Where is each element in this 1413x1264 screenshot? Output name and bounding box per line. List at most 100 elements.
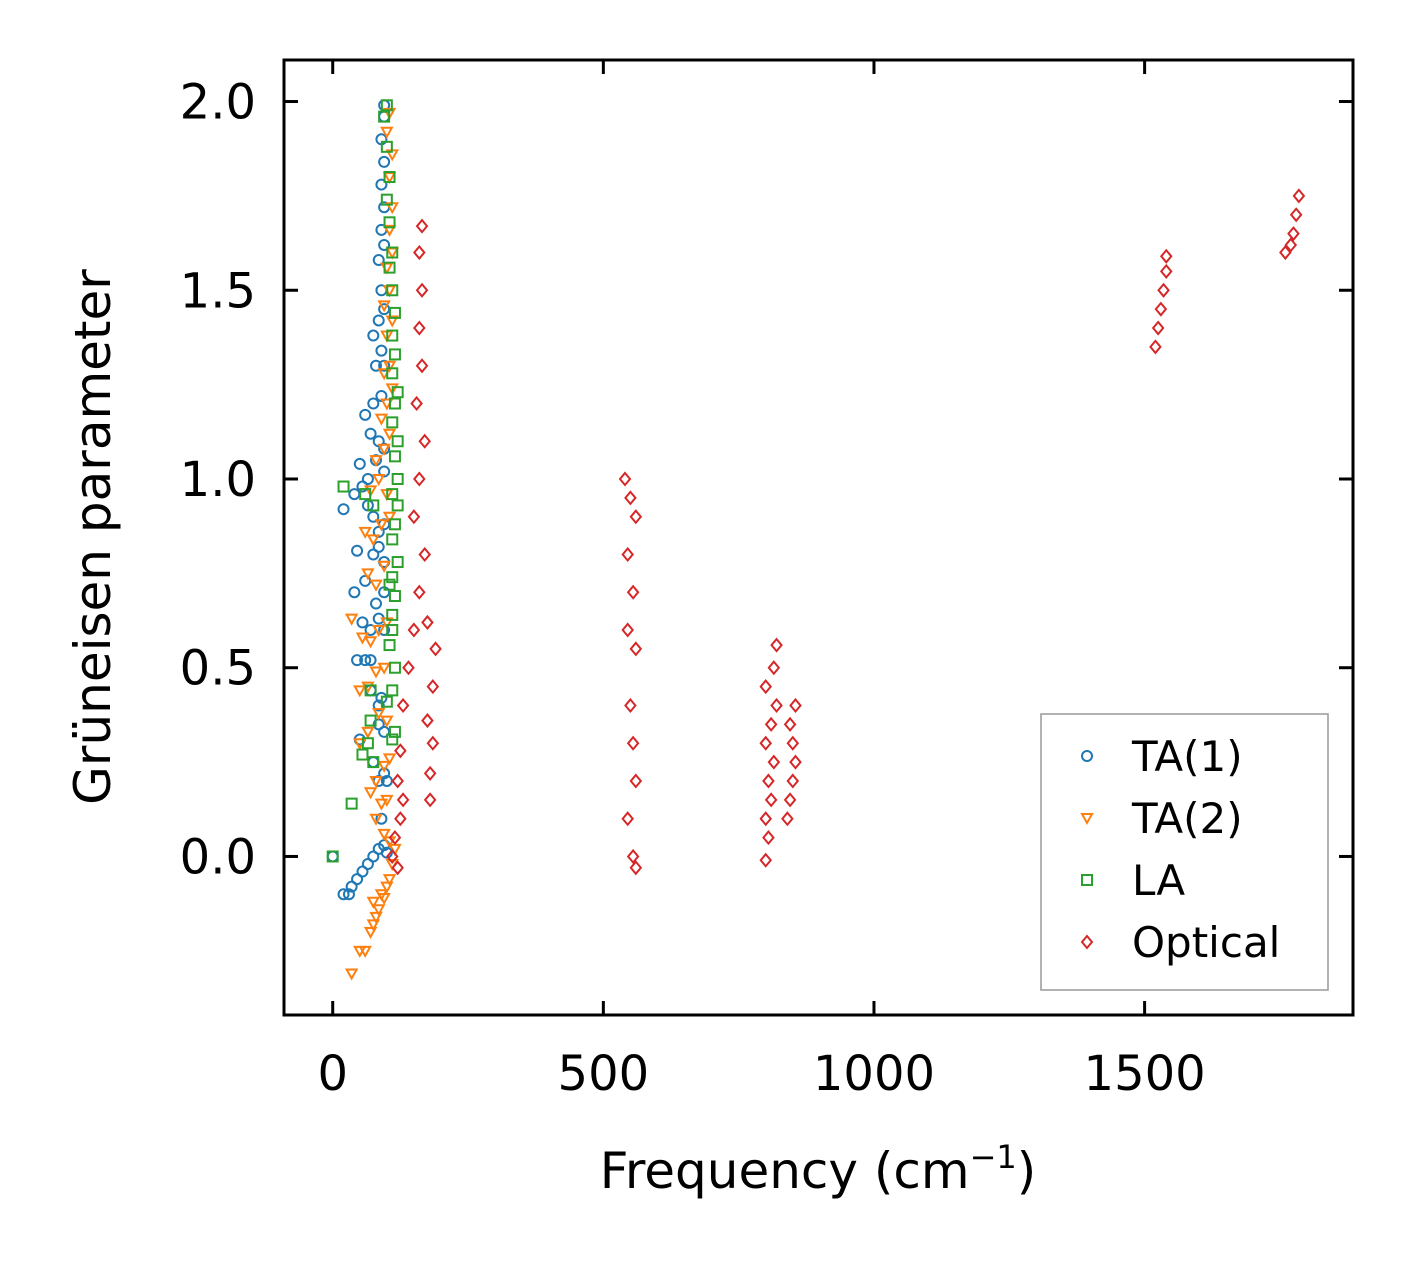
data-point <box>361 568 375 581</box>
data-point <box>388 725 401 738</box>
data-point <box>356 616 369 629</box>
data-point <box>789 697 802 714</box>
data-point <box>621 546 635 563</box>
data-point <box>1157 282 1170 298</box>
data-point <box>624 490 637 506</box>
x-axis-label-close: ) <box>1017 1142 1037 1200</box>
data-point <box>629 773 643 789</box>
data-point <box>382 107 397 120</box>
data-point <box>407 622 421 638</box>
data-point <box>378 110 391 123</box>
data-point <box>380 99 393 112</box>
data-point <box>396 697 410 714</box>
data-point <box>363 636 378 649</box>
data-point <box>377 828 391 841</box>
data-point <box>386 488 399 501</box>
data-point <box>358 945 372 958</box>
data-point <box>382 753 397 766</box>
data-point <box>421 713 434 729</box>
data-point <box>378 238 391 251</box>
data-point <box>383 578 396 591</box>
data-point <box>364 427 377 440</box>
data-point <box>375 389 388 402</box>
data-point <box>364 684 377 697</box>
data-point <box>629 641 643 657</box>
data-point <box>394 743 407 759</box>
x-tick-label: 1000 <box>813 1046 935 1102</box>
x-axis-label-sup: −1 <box>970 1138 1017 1176</box>
series-ta-2 <box>344 107 402 981</box>
data-point <box>407 509 421 525</box>
data-point <box>386 284 399 297</box>
data-point <box>391 435 404 448</box>
legend-label: TA(2) <box>1131 794 1243 843</box>
y-tick-label: 1.0 <box>180 452 256 508</box>
data-point <box>351 654 364 667</box>
data-point <box>386 416 399 429</box>
data-point <box>380 715 394 728</box>
data-point <box>369 911 383 924</box>
data-point <box>770 637 783 653</box>
data-point <box>378 465 391 478</box>
data-point <box>375 178 388 191</box>
data-point <box>380 262 394 275</box>
data-point <box>618 471 632 487</box>
plot-frame <box>282 58 1355 1017</box>
data-point <box>378 155 391 168</box>
data-point <box>344 613 359 626</box>
data-point <box>767 754 781 770</box>
data-point <box>363 926 378 940</box>
legend: TA(1) TA(2) LA Optical <box>1040 713 1329 991</box>
legend-marker <box>1080 934 1094 950</box>
data-point <box>386 329 399 342</box>
data-point <box>337 888 350 901</box>
data-point <box>388 830 402 846</box>
data-point <box>388 518 401 531</box>
data-point <box>367 397 380 410</box>
data-point <box>1149 339 1162 355</box>
data-point <box>369 775 383 789</box>
data-point <box>359 488 372 501</box>
data-point <box>413 471 426 487</box>
data-point <box>374 798 389 811</box>
data-point <box>377 662 391 675</box>
data-point <box>388 348 401 361</box>
data-point <box>366 919 381 932</box>
data-point <box>786 735 800 751</box>
data-point <box>759 679 773 695</box>
data-point <box>366 534 381 547</box>
data-point <box>767 660 781 676</box>
data-point <box>423 765 437 781</box>
data-point <box>410 395 423 412</box>
data-point <box>1287 226 1300 242</box>
data-point <box>385 383 399 396</box>
data-point <box>380 794 394 807</box>
legend-marker <box>1080 813 1094 826</box>
y-tick-label: 1.5 <box>180 263 256 319</box>
data-point <box>783 792 797 808</box>
data-point <box>764 792 778 808</box>
data-point <box>626 735 640 751</box>
data-point <box>380 846 393 859</box>
legend-label: Optical <box>1132 918 1280 967</box>
data-point <box>378 767 391 780</box>
data-point <box>385 315 399 328</box>
data-point <box>1284 237 1298 253</box>
data-point <box>415 282 429 298</box>
data-point <box>626 584 640 600</box>
data-point <box>385 247 399 260</box>
data-point <box>372 314 385 327</box>
data-point <box>380 126 394 139</box>
data-point <box>386 733 399 746</box>
data-point <box>762 773 775 789</box>
data-point <box>421 614 434 630</box>
data-point <box>781 811 794 827</box>
data-point <box>372 708 386 721</box>
data-point <box>383 171 396 184</box>
data-point <box>348 488 361 501</box>
data-point <box>370 597 383 610</box>
data-point <box>783 716 797 732</box>
data-point <box>386 533 399 546</box>
data-point <box>759 735 773 751</box>
data-point <box>377 443 391 456</box>
